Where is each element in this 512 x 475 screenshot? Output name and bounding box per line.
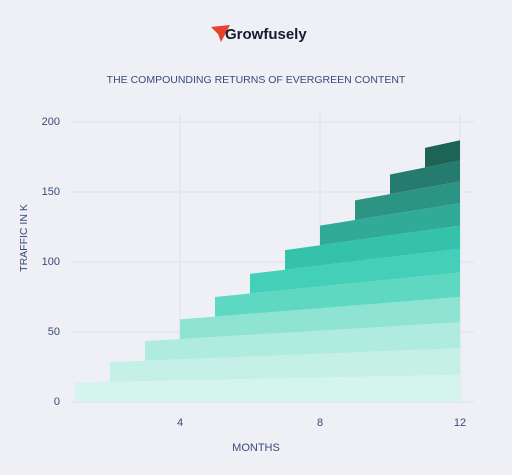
brand: Growfusely <box>225 26 307 43</box>
y-tick-label: 150 <box>42 186 60 198</box>
x-tick-label: 8 <box>317 417 323 429</box>
y-tick-label: 50 <box>48 326 60 338</box>
area-layer <box>425 140 460 168</box>
area-layer <box>180 297 460 339</box>
x-tick-label: 12 <box>454 417 466 429</box>
area-layer <box>250 248 460 294</box>
area-layer <box>75 374 460 402</box>
area-layer <box>390 160 460 195</box>
y-tick-label: 0 <box>54 396 60 408</box>
x-tick-label: 4 <box>177 417 183 429</box>
chart-title: THE COMPOUNDING RETURNS OF EVERGREEN CON… <box>107 74 406 86</box>
area-layer <box>110 348 460 382</box>
y-tick-label: 100 <box>42 256 60 268</box>
area-layer <box>145 322 460 361</box>
y-axis-label: TRAFFIC IN K <box>18 204 30 272</box>
area-layer <box>285 225 460 270</box>
area-layer <box>320 203 460 246</box>
area-layer <box>215 272 460 317</box>
logo-icon <box>211 25 230 42</box>
x-axis-label: MONTHS <box>232 442 280 454</box>
y-tick-label: 200 <box>42 116 60 128</box>
area-layer <box>355 181 460 220</box>
